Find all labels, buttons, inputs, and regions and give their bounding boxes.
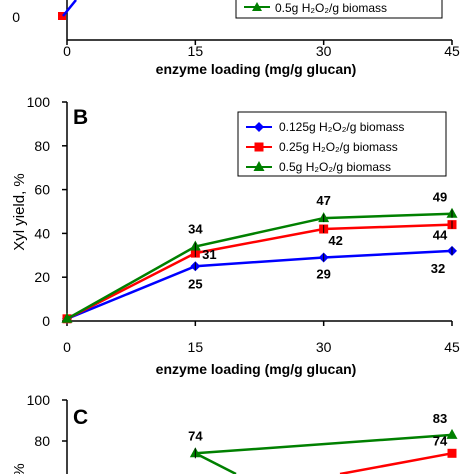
panel-c-data-labels: 74 83 74 [188, 411, 448, 448]
panel-b: Xyl yield, % B 0 20 40 60 80 100 0 15 30 45 25 29 3… [11, 94, 460, 377]
panel-b-legend-label-0-25g-h-o-g-biomass: 0.25g H₂O₂/g biomass [279, 140, 398, 154]
panel-c-point-0-5g-h-o-g-biomass-3 [446, 428, 458, 439]
panel-b-data-label-0-5g-h-o-g-biomass-3: 49 [433, 190, 447, 205]
panel-b-data-label-0-25g-h-o-g-biomass-3: 44 [433, 228, 448, 243]
panel-b-data-label-0-25g-h-o-g-biomass-1: 31 [202, 247, 216, 262]
panel-b-data-label-0-5g-h-o-g-biomass-1: 34 [188, 222, 203, 237]
panel-b-legend-label-0-5g-h-o-g-biomass: 0.5g H₂O₂/g biomass [279, 160, 391, 174]
panel-b-x-tick-45: 45 [444, 339, 460, 355]
panel-c-data-label-0-5g-h-o-g-biomass-1: 74 [188, 428, 203, 443]
panel-b-x-axis-label: enzyme loading (mg/g glucan) [156, 361, 357, 377]
panel-a-x-axis-label: enzyme loading (mg/g glucan) [156, 61, 357, 77]
panel-a-legend-box [235, 0, 443, 19]
panel-b-line-0-5g-h-o-g-biomass [66, 212, 453, 320]
panel-c-point-0-25g-h-o-g-biomass-3 [447, 448, 457, 458]
panel-a-fragment: 0 0 15 30 45 enzyme loading (mg/g glucan) 0… [12, 0, 460, 77]
panel-c-axes: 80 100 [27, 392, 68, 474]
panel-b-x-tick-0: 0 [63, 339, 71, 355]
panel-b-x-tick-30: 30 [316, 339, 332, 355]
panel-a-x-ticks: 0 15 30 45 [63, 40, 460, 59]
panel-b-legend-label-0-125g-h-o-g-biomass: 0.125g H₂O₂/g biomass [279, 120, 404, 134]
panel-b-y-tick-100: 100 [27, 94, 51, 110]
panel-b-y-tick-60: 60 [34, 182, 50, 198]
panel-c-series [189, 428, 458, 474]
panel-b-series [61, 207, 458, 324]
panel-b-legend-marker-0-5g-h-o-g-biomass [253, 161, 265, 171]
panel-a-legend-marker [252, 2, 262, 11]
panel-c-data-label-0-5g-h-o-g-biomass-3: 83 [433, 411, 447, 426]
panel-a-x-tick-45: 45 [444, 43, 460, 59]
panel-b-legend: 0.125g H₂O₂/g biomass 0.25g H₂O₂/g biomas… [237, 111, 447, 177]
panel-a-y-tick-0: 0 [12, 9, 20, 25]
panel-a-origin-marker [58, 12, 66, 20]
panel-b-y-tick-40: 40 [34, 225, 50, 241]
panel-c-data-label-0-25g-h-o-g-biomass-3: 74 [433, 433, 448, 448]
panel-b-x-tick-15: 15 [188, 339, 204, 355]
panel-c-line-green-entry [194, 452, 237, 474]
panel-b-line-0-25g-h-o-g-biomass [66, 223, 453, 320]
panel-a-x-tick-0: 0 [63, 43, 71, 59]
panel-b-data-label-0-25g-h-o-g-biomass-2: 42 [328, 233, 342, 248]
panel-c-line-0-25g-h-o-g-biomass [339, 452, 453, 474]
panel-a-series-stub [62, 0, 77, 17]
panel-b-axes: 0 20 40 60 80 100 0 15 30 45 [27, 94, 460, 355]
panel-b-legend-marker-0-25g-h-o-g-biomass [254, 142, 264, 152]
panel-c-line-0-5g-h-o-g-biomass [195, 433, 453, 455]
panel-b-data-label-0-5g-h-o-g-biomass-2: 47 [316, 193, 330, 208]
panel-b-legend-box [237, 111, 447, 177]
panel-b-data-label-0-125g-h-o-g-biomass-2: 29 [316, 266, 330, 281]
panel-a-x-tick-30: 30 [316, 43, 332, 59]
panel-a-x-tick-15: 15 [188, 43, 204, 59]
panel-a-legend-label: 0.5g H₂O₂/g biomass [275, 1, 387, 15]
panel-b-point-0-5g-h-o-g-biomass-0 [61, 312, 73, 323]
panel-b-letter: B [73, 106, 88, 129]
panel-c-y-axis-label-fragment: % [11, 463, 28, 474]
panel-c-fragment: % C 80 100 74 83 74 [11, 392, 458, 474]
panel-b-y-axis-label: Xyl yield, % [11, 173, 28, 251]
panel-b-line-0-125g-h-o-g-biomass [66, 249, 453, 320]
panel-b-data-label-0-125g-h-o-g-biomass-1: 25 [188, 276, 202, 291]
panel-b-y-tick-20: 20 [34, 269, 50, 285]
panel-c-y-tick-100: 100 [27, 392, 51, 408]
panel-b-legend-marker-0-125g-h-o-g-biomass [254, 122, 264, 132]
panel-b-y-tick-80: 80 [34, 138, 50, 154]
panel-b-y-tick-0: 0 [42, 313, 50, 329]
panel-b-data-label-0-125g-h-o-g-biomass-3: 32 [431, 261, 445, 276]
panel-b-data-labels: 25 29 32 31 42 44 34 47 49 [188, 190, 448, 292]
panel-c-letter: C [73, 406, 88, 429]
panel-c-y-tick-80: 80 [34, 433, 50, 449]
